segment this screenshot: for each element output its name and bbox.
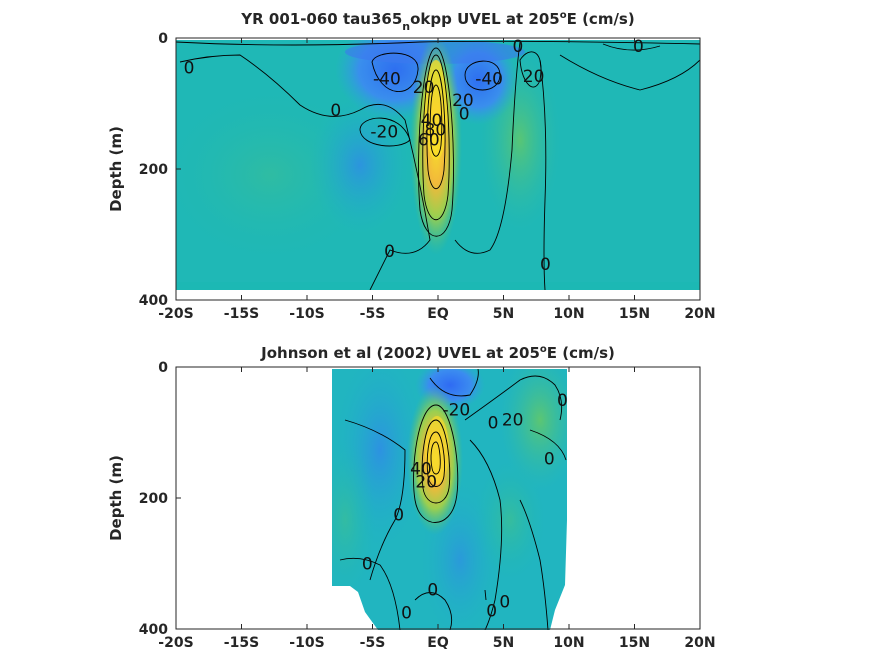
y-axis-ticks-top: 0 200 400	[139, 31, 181, 309]
x-tick-label: EQ	[427, 635, 449, 651]
contour-label: 60	[418, 131, 440, 151]
y-tick-label: 0	[158, 31, 168, 47]
contour-label: 0	[540, 255, 551, 275]
panel-bottom: Johnson et al (2002) UVEL at 205oE (cm/s…	[107, 344, 716, 651]
x-tick-label: -20S	[158, 306, 193, 322]
contour-label: 0	[544, 450, 555, 470]
contour-label: 0	[401, 604, 412, 624]
contour-label: -40	[475, 70, 503, 90]
contour-label: 0	[499, 592, 510, 612]
x-axis-ticks-bottom: -20S -15S -10S -5S EQ 5N 10N 15N 20N	[158, 367, 716, 651]
x-tick-label: -5S	[360, 306, 386, 322]
x-tick-label: -15S	[224, 306, 259, 322]
x-tick-label: 20N	[684, 306, 715, 322]
panel-top: YR 001-060 tau365nokpp UVEL at 205oE (cm…	[107, 10, 716, 322]
y-tick-label: 400	[139, 622, 168, 638]
y-tick-label: 200	[139, 162, 168, 178]
chart-title-bottom: Johnson et al (2002) UVEL at 205oE (cm/s…	[260, 344, 615, 362]
x-tick-label: -20S	[158, 635, 193, 651]
contour-label: 40	[421, 111, 443, 131]
contour-label: 0	[362, 555, 373, 575]
contour-label: 0	[184, 58, 195, 78]
x-tick-label: 15N	[619, 306, 650, 322]
x-tick-label: -5S	[360, 635, 386, 651]
chart-title-top: YR 001-060 tau365nokpp UVEL at 205oE (cm…	[240, 10, 634, 33]
x-tick-label: -10S	[289, 306, 324, 322]
y-axis-ticks-bottom: 0 200 400	[139, 360, 181, 638]
x-tick-label: -10S	[289, 635, 324, 651]
contour-label: -20	[442, 401, 470, 421]
contour-label: 40	[410, 460, 432, 480]
contour-label: -40	[373, 70, 401, 90]
x-tick-label: 10N	[553, 635, 584, 651]
contour-label: 20	[502, 410, 524, 430]
y-tick-label: 0	[158, 360, 168, 376]
contour-label: 0	[384, 242, 395, 262]
contour-label: 0	[459, 104, 470, 124]
y-axis-label-top: Depth (m)	[107, 126, 125, 212]
x-tick-label: 20N	[684, 635, 715, 651]
contour-label: 0	[330, 101, 341, 121]
contour-label: 20	[523, 67, 545, 87]
y-tick-label: 400	[139, 293, 168, 309]
contour-label: 80	[425, 121, 447, 141]
contours-bottom	[339, 369, 567, 630]
x-tick-label: 5N	[493, 635, 514, 651]
contour-label: -20	[370, 123, 398, 143]
x-tick-label: 15N	[619, 635, 650, 651]
contour-label: 0	[557, 391, 568, 411]
contour-label: 0	[512, 37, 523, 57]
contour-label: 20	[452, 91, 474, 111]
contour-label: 0	[633, 37, 644, 57]
x-tick-label: EQ	[427, 306, 449, 322]
contours-top	[176, 40, 700, 290]
heatmap-field-bottom	[332, 369, 567, 630]
x-tick-label: 10N	[553, 306, 584, 322]
x-tick-label: 5N	[493, 306, 514, 322]
x-tick-label: -15S	[224, 635, 259, 651]
contour-label: 20	[413, 78, 435, 98]
contour-label: 0	[488, 414, 499, 434]
contour-label: 0	[486, 602, 497, 622]
y-tick-label: 200	[139, 491, 168, 507]
x-axis-ticks-top: -20S -15S -10S -5S EQ 5N 10N 15N 20N	[158, 38, 716, 322]
contour-label: 0	[393, 505, 404, 525]
contour-label: 0	[427, 581, 438, 601]
heatmap-field-top	[176, 40, 700, 290]
contour-label: 20	[415, 473, 437, 493]
y-axis-label-bottom: Depth (m)	[107, 455, 125, 541]
